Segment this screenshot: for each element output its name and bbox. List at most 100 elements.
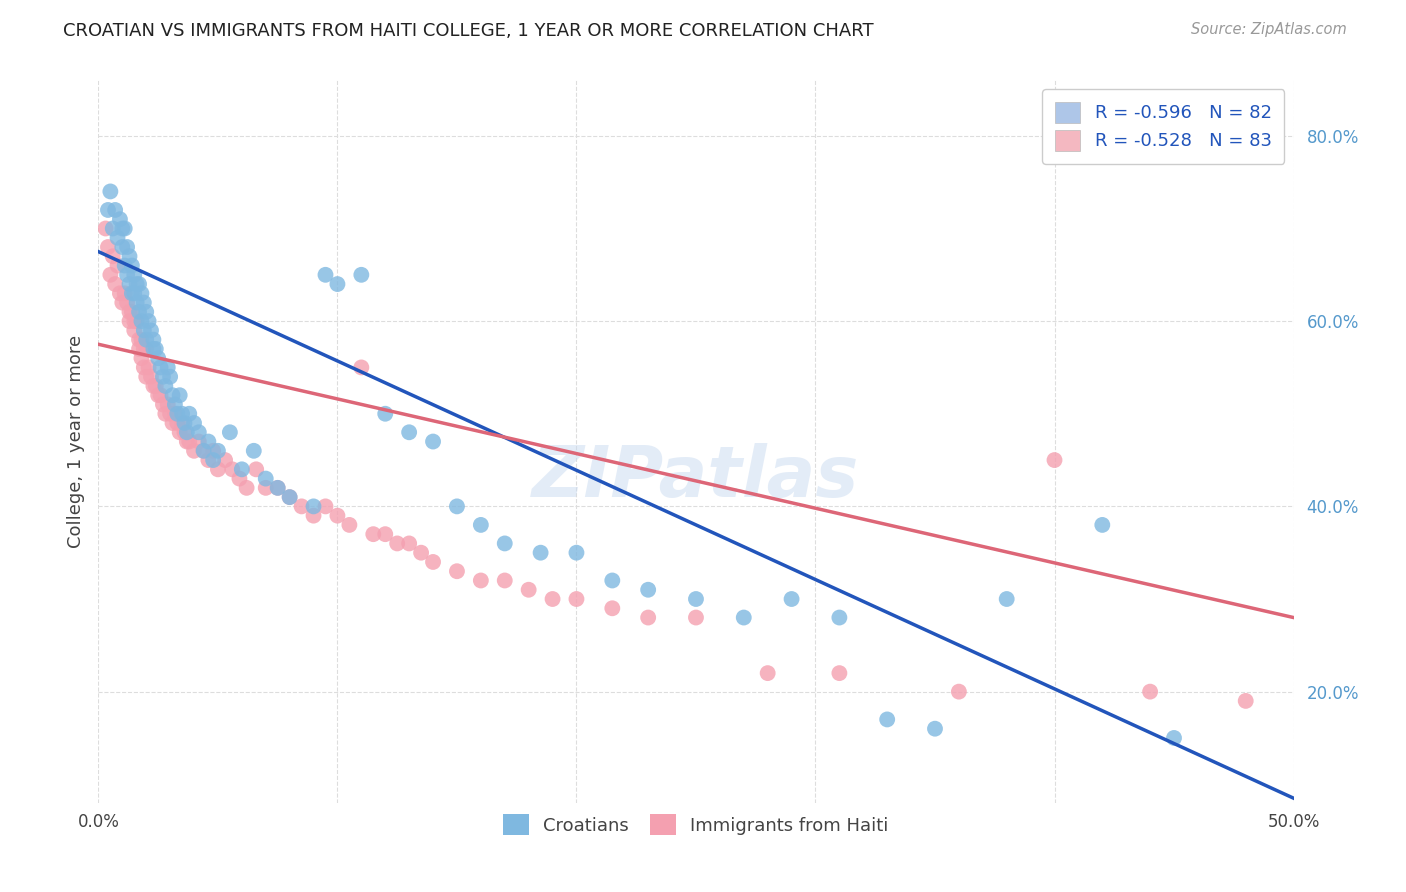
Point: [111, 295, 134, 310]
Point: [530, 546, 553, 560]
Point: [107, 231, 129, 245]
Point: [187, 425, 209, 440]
Point: [187, 434, 209, 449]
Point: [152, 397, 174, 411]
Point: [159, 407, 181, 421]
Point: [219, 425, 242, 440]
Point: [128, 277, 150, 291]
Point: [231, 462, 253, 476]
Text: Source: ZipAtlas.com: Source: ZipAtlas.com: [1191, 22, 1347, 37]
Point: [155, 407, 177, 421]
Point: [685, 610, 707, 624]
Y-axis label: College, 1 year or more: College, 1 year or more: [66, 335, 84, 548]
Point: [142, 333, 165, 347]
Point: [131, 286, 153, 301]
Point: [111, 240, 134, 254]
Point: [948, 684, 970, 698]
Point: [494, 536, 516, 550]
Point: [828, 666, 851, 681]
Point: [291, 500, 314, 514]
Point: [173, 416, 195, 430]
Point: [139, 369, 162, 384]
Point: [780, 592, 803, 607]
Point: [156, 397, 179, 411]
Point: [602, 574, 624, 588]
Point: [124, 268, 146, 282]
Point: [302, 508, 325, 523]
Point: [278, 490, 301, 504]
Point: [326, 277, 349, 291]
Point: [125, 314, 148, 328]
Point: [221, 462, 243, 476]
Point: [115, 295, 138, 310]
Point: [169, 425, 191, 440]
Point: [398, 425, 420, 440]
Point: [132, 360, 155, 375]
Point: [517, 582, 540, 597]
Point: [179, 407, 201, 421]
Point: [363, 527, 385, 541]
Point: [193, 443, 215, 458]
Point: [114, 286, 136, 301]
Point: [138, 360, 160, 375]
Point: [149, 360, 172, 375]
Point: [326, 508, 349, 523]
Point: [138, 314, 160, 328]
Point: [637, 610, 659, 624]
Point: [228, 472, 250, 486]
Point: [245, 462, 267, 476]
Point: [278, 490, 301, 504]
Point: [1139, 684, 1161, 698]
Point: [637, 582, 659, 597]
Point: [446, 500, 468, 514]
Point: [115, 240, 138, 254]
Point: [207, 462, 229, 476]
Point: [118, 314, 141, 328]
Point: [166, 416, 188, 430]
Point: [131, 351, 153, 366]
Point: [121, 305, 143, 319]
Point: [374, 527, 396, 541]
Point: [118, 305, 141, 319]
Point: [315, 268, 337, 282]
Point: [995, 592, 1018, 607]
Point: [207, 443, 229, 458]
Point: [128, 305, 150, 319]
Point: [148, 351, 170, 366]
Legend: Croatians, Immigrants from Haiti: Croatians, Immigrants from Haiti: [491, 802, 901, 848]
Point: [121, 286, 143, 301]
Point: [149, 388, 172, 402]
Point: [125, 295, 148, 310]
Point: [124, 286, 146, 301]
Point: [446, 564, 468, 578]
Point: [173, 425, 195, 440]
Point: [131, 333, 153, 347]
Point: [166, 407, 188, 421]
Point: [235, 481, 257, 495]
Point: [541, 592, 564, 607]
Point: [243, 443, 266, 458]
Point: [302, 500, 325, 514]
Point: [756, 666, 779, 681]
Point: [125, 277, 148, 291]
Point: [254, 472, 277, 486]
Point: [172, 407, 194, 421]
Point: [733, 610, 755, 624]
Point: [179, 434, 201, 449]
Point: [685, 592, 707, 607]
Point: [411, 546, 433, 560]
Point: [176, 425, 198, 440]
Point: [374, 407, 396, 421]
Point: [108, 212, 131, 227]
Point: [267, 481, 290, 495]
Point: [97, 240, 120, 254]
Point: [97, 202, 120, 217]
Point: [350, 268, 373, 282]
Point: [135, 369, 157, 384]
Point: [422, 434, 444, 449]
Point: [159, 369, 181, 384]
Point: [176, 434, 198, 449]
Point: [163, 407, 186, 421]
Point: [183, 443, 205, 458]
Point: [148, 388, 170, 402]
